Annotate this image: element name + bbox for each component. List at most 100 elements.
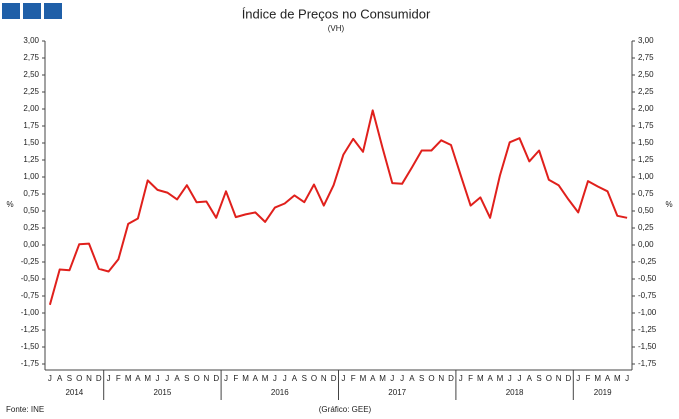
source: Fonte: INE [6,405,44,414]
x-tick-label: M [379,374,386,383]
y-tick-label: -1,25 [21,325,40,334]
x-tick-label: J [283,374,287,383]
x-tick-label: J [517,374,521,383]
y-tick-label: 2,50 [23,70,39,79]
data-line [48,109,628,306]
credit: (Gráfico: GEE) [319,405,372,414]
y2-tick-label: 3,00 [638,36,654,45]
y2-tick-label: -1,25 [638,325,657,334]
y2-tick-label: -0,75 [638,291,657,300]
logo-block [44,3,62,19]
y2-tick-label: 1,75 [638,121,654,130]
x-group-label: 2016 [271,388,289,397]
x-tick-label: J [390,374,394,383]
x-tick-label: J [459,374,463,383]
x-tick-label: S [419,374,424,383]
x-tick-label: A [174,374,180,383]
x-tick-label: F [116,374,121,383]
y-tick-label: -1,50 [21,342,40,351]
x-tick-label: M [125,374,132,383]
x-tick-label: S [67,374,72,383]
x-tick-label: M [477,374,484,383]
chart-title: Índice de Preços no Consumidor [242,6,431,21]
y2-tick-label: -1,75 [638,359,657,368]
y2-tick-label: -0,50 [638,274,657,283]
y-tick-label: 0,25 [23,223,39,232]
x-tick-label: A [57,374,63,383]
y-tick-label: -1,75 [21,359,40,368]
y-tick-label: 1,50 [23,138,39,147]
x-group-label: 2018 [506,388,524,397]
x-tick-label: D [331,374,337,383]
x-tick-label: A [135,374,141,383]
x-tick-label: J [625,374,629,383]
y2-tick-label: 0,25 [638,223,654,232]
x-tick-label: J [224,374,228,383]
x-tick-label: O [311,374,317,383]
logo-block [2,3,20,19]
y2-tick-label: 1,25 [638,155,654,164]
y2-tick-label: -0,25 [638,257,657,266]
y2-tick-label: 0,75 [638,189,654,198]
x-tick-label: F [351,374,356,383]
y2-tick-label: 0,50 [638,206,654,215]
x-tick-label: J [508,374,512,383]
y2-tick-label: 1,00 [638,172,654,181]
logo-block [23,3,41,19]
y-tick-label: 3,00 [23,36,39,45]
y2-tick-label: 2,25 [638,87,654,96]
y2-tick-label: 2,75 [638,53,654,62]
y2-tick-label: -1,50 [638,342,657,351]
x-tick-label: J [107,374,111,383]
x-tick-label: J [576,374,580,383]
x-tick-label: J [165,374,169,383]
y-tick-label: -1,00 [21,308,40,317]
y-tick-label: 0,50 [23,206,39,215]
x-tick-label: N [556,374,562,383]
x-tick-label: S [536,374,541,383]
y2-axis-label: % [665,200,672,209]
x-tick-label: J [400,374,404,383]
y2-tick-label: 0,00 [638,240,654,249]
x-tick-label: A [487,374,493,383]
x-tick-label: O [194,374,200,383]
y2-tick-label: -1,00 [638,308,657,317]
x-tick-label: M [144,374,151,383]
y2-tick-label: 2,00 [638,104,654,113]
y-tick-label: 2,75 [23,53,39,62]
x-tick-label: N [321,374,327,383]
y-tick-label: 1,00 [23,172,39,181]
x-tick-label: A [253,374,259,383]
x-tick-label: M [360,374,367,383]
x-tick-label: A [292,374,298,383]
x-tick-label: S [184,374,189,383]
x-tick-label: M [614,374,621,383]
x-group-label: 2019 [594,388,612,397]
y-tick-label: -0,75 [21,291,40,300]
x-tick-label: F [233,374,238,383]
x-tick-label: M [262,374,269,383]
x-tick-label: F [468,374,473,383]
y2-tick-label: 1,50 [638,138,654,147]
x-tick-label: M [594,374,601,383]
x-tick-label: D [566,374,572,383]
x-tick-label: J [273,374,277,383]
chart-subtitle: (VH) [328,24,345,33]
y-tick-label: -0,25 [21,257,40,266]
x-tick-label: D [96,374,102,383]
x-tick-label: N [86,374,92,383]
x-tick-label: J [48,374,52,383]
x-tick-label: A [370,374,376,383]
x-tick-label: D [213,374,219,383]
y-axis-label: % [6,200,13,209]
y-tick-label: -0,50 [21,274,40,283]
x-tick-label: J [341,374,345,383]
y-tick-label: 2,00 [23,104,39,113]
x-tick-label: A [409,374,415,383]
x-tick-label: J [156,374,160,383]
x-tick-label: O [428,374,434,383]
x-tick-label: D [448,374,454,383]
x-group-label: 2017 [388,388,406,397]
y-tick-label: 1,75 [23,121,39,130]
